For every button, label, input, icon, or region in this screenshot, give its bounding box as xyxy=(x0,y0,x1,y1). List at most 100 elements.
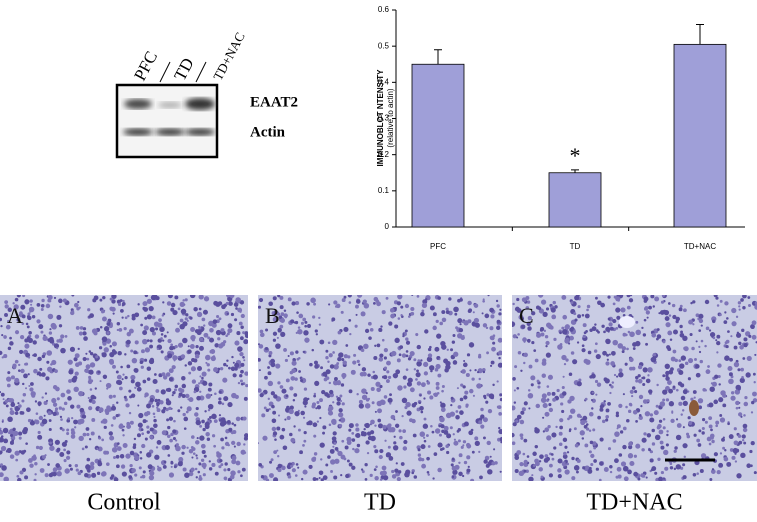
cell-nucleus xyxy=(666,430,669,433)
cell-nucleus xyxy=(423,417,427,421)
cell-nucleus xyxy=(287,354,290,357)
cell-nucleus xyxy=(523,438,528,443)
cell-nucleus xyxy=(167,425,171,430)
cell-nucleus xyxy=(270,358,276,364)
cell-nucleus xyxy=(28,330,32,335)
cell-nucleus xyxy=(181,444,186,450)
cell-nucleus xyxy=(243,443,246,446)
cell-nucleus xyxy=(190,467,195,472)
cell-nucleus xyxy=(27,315,32,321)
cell-nucleus xyxy=(418,401,422,405)
cell-nucleus xyxy=(391,469,395,474)
cell-nucleus xyxy=(423,397,426,400)
cell-nucleus xyxy=(635,320,639,324)
cell-nucleus xyxy=(315,477,319,481)
cell-nucleus xyxy=(199,424,203,428)
cell-nucleus xyxy=(61,407,65,411)
cell-nucleus xyxy=(376,400,383,407)
cell-nucleus xyxy=(531,474,534,477)
cell-nucleus xyxy=(405,340,411,345)
cell-nucleus xyxy=(500,440,502,444)
cell-nucleus xyxy=(722,436,725,439)
cell-nucleus xyxy=(285,378,290,383)
cell-nucleus xyxy=(338,408,343,413)
cell-nucleus xyxy=(314,380,320,386)
cell-nucleus xyxy=(162,301,165,304)
cell-nucleus xyxy=(708,442,712,446)
cell-nucleus xyxy=(170,343,174,347)
cell-nucleus xyxy=(38,324,44,330)
cell-nucleus xyxy=(413,368,417,371)
cell-nucleus xyxy=(208,382,213,387)
cell-nucleus xyxy=(579,415,583,419)
cell-nucleus xyxy=(54,407,59,411)
cell-nucleus xyxy=(171,365,176,370)
cell-nucleus xyxy=(137,423,141,427)
cell-nucleus xyxy=(225,301,229,306)
cell-nucleus xyxy=(682,426,685,429)
cell-nucleus xyxy=(20,304,26,310)
cell-nucleus xyxy=(680,355,687,361)
cell-nucleus xyxy=(719,299,723,303)
cell-nucleus xyxy=(309,362,313,367)
cell-nucleus xyxy=(687,377,691,381)
cell-nucleus xyxy=(754,353,757,356)
cell-nucleus xyxy=(191,379,197,384)
cell-nucleus xyxy=(417,448,421,452)
cell-nucleus xyxy=(637,374,641,378)
cell-nucleus xyxy=(115,370,119,374)
cell-nucleus xyxy=(332,431,337,436)
cell-nucleus xyxy=(563,461,566,464)
cell-nucleus xyxy=(358,363,361,366)
cell-nucleus xyxy=(492,334,496,338)
cell-nucleus xyxy=(675,434,682,441)
cell-nucleus xyxy=(47,463,50,466)
cell-nucleus xyxy=(2,427,9,434)
cell-nucleus xyxy=(715,296,719,300)
cell-nucleus xyxy=(49,445,55,451)
vessel xyxy=(619,316,635,328)
cell-nucleus xyxy=(149,344,154,349)
cell-nucleus xyxy=(542,430,546,433)
cell-nucleus xyxy=(440,424,445,429)
cell-nucleus xyxy=(682,335,688,341)
cell-nucleus xyxy=(187,345,190,348)
cell-nucleus xyxy=(644,411,651,417)
cell-nucleus xyxy=(60,334,65,339)
cell-nucleus xyxy=(218,317,222,321)
cell-nucleus xyxy=(91,472,97,478)
cell-nucleus xyxy=(186,319,189,322)
cell-nucleus xyxy=(161,372,166,377)
cell-nucleus xyxy=(152,397,156,400)
cell-nucleus xyxy=(566,462,570,466)
cell-nucleus xyxy=(258,344,264,349)
cell-nucleus xyxy=(333,300,338,305)
cell-nucleus xyxy=(605,418,609,422)
cell-nucleus xyxy=(107,407,112,412)
cell-nucleus xyxy=(291,368,296,374)
cell-nucleus xyxy=(697,443,702,447)
cell-nucleus xyxy=(157,322,163,328)
cell-nucleus xyxy=(582,334,586,339)
cell-nucleus xyxy=(649,417,655,423)
cell-nucleus xyxy=(177,322,180,325)
cell-nucleus xyxy=(416,381,422,386)
cell-nucleus xyxy=(103,326,110,332)
cell-nucleus xyxy=(551,314,557,320)
cell-nucleus xyxy=(4,304,9,309)
cell-nucleus xyxy=(297,326,301,329)
cell-nucleus xyxy=(360,311,366,317)
cell-nucleus xyxy=(555,425,558,429)
cell-nucleus xyxy=(328,405,334,411)
cell-nucleus xyxy=(82,432,87,437)
cell-nucleus xyxy=(603,330,606,334)
cell-nucleus xyxy=(170,432,174,437)
cell-nucleus xyxy=(429,305,435,311)
cell-nucleus xyxy=(282,445,288,451)
cell-nucleus xyxy=(723,456,729,462)
cell-nucleus xyxy=(355,427,360,432)
cell-nucleus xyxy=(687,416,691,420)
cell-nucleus xyxy=(586,304,591,309)
cell-nucleus xyxy=(546,435,552,441)
cell-nucleus xyxy=(620,307,626,313)
